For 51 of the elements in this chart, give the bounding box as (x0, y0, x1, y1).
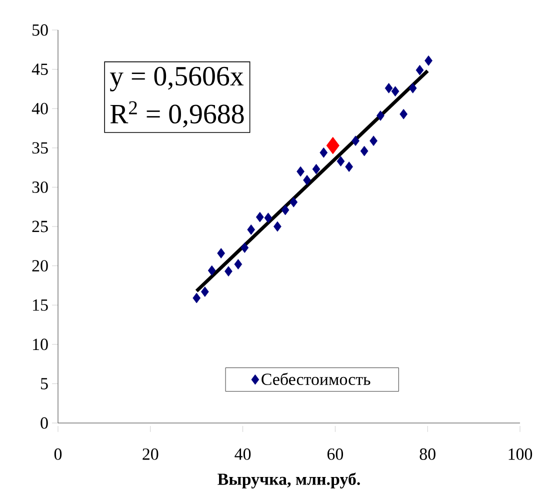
point (370, 136, 378, 146)
legend-label: Себестоимость (262, 372, 370, 386)
point (256, 212, 264, 222)
point (391, 86, 400, 96)
point (281, 204, 290, 216)
x-tick-label: 60 (327, 448, 344, 460)
point (352, 136, 360, 146)
x-tick-label: 40 (234, 448, 251, 460)
point (208, 265, 216, 276)
point (192, 292, 201, 304)
point (345, 162, 353, 172)
x-tick-label: 80 (420, 448, 436, 460)
point (200, 286, 209, 297)
point (264, 212, 272, 224)
point (424, 55, 432, 66)
point (224, 266, 232, 276)
annotation: y = 0,5606x (110, 66, 244, 92)
y-tick-label: 25 (32, 220, 48, 232)
point (274, 221, 282, 232)
point (360, 146, 368, 156)
y-tick-label: 15 (33, 299, 48, 311)
y-tick-label: 45 (32, 64, 48, 75)
point (217, 248, 226, 258)
point (384, 82, 393, 94)
point (303, 174, 311, 186)
y-tick-label: 5 (41, 378, 48, 390)
point (312, 164, 320, 174)
y-tick-label: 40 (32, 102, 48, 114)
point (247, 224, 256, 235)
point (240, 242, 249, 253)
point (296, 166, 304, 177)
point (400, 108, 408, 120)
point (408, 82, 417, 94)
x-axis-title: Выручка, млн.руб. (218, 472, 360, 488)
y-tick-label: 10 (33, 338, 48, 350)
annotation: R$^{2}$ = 0,9688 (110, 101, 244, 128)
point (416, 64, 424, 76)
y-tick-label: 35 (32, 142, 48, 154)
y-tick-label: 30 (32, 181, 48, 193)
y-tick-label: 50 (32, 24, 48, 36)
point (234, 259, 242, 270)
x-tick-label: 20 (142, 448, 158, 460)
point (336, 156, 345, 166)
point (290, 196, 298, 208)
x-tick-label: 100 (508, 448, 532, 460)
point (326, 136, 340, 154)
x-tick-label: 0 (54, 448, 62, 460)
y-tick-label: 20 (32, 260, 48, 272)
point (320, 147, 328, 158)
point (376, 110, 384, 121)
y-tick-label: 0 (40, 417, 48, 429)
